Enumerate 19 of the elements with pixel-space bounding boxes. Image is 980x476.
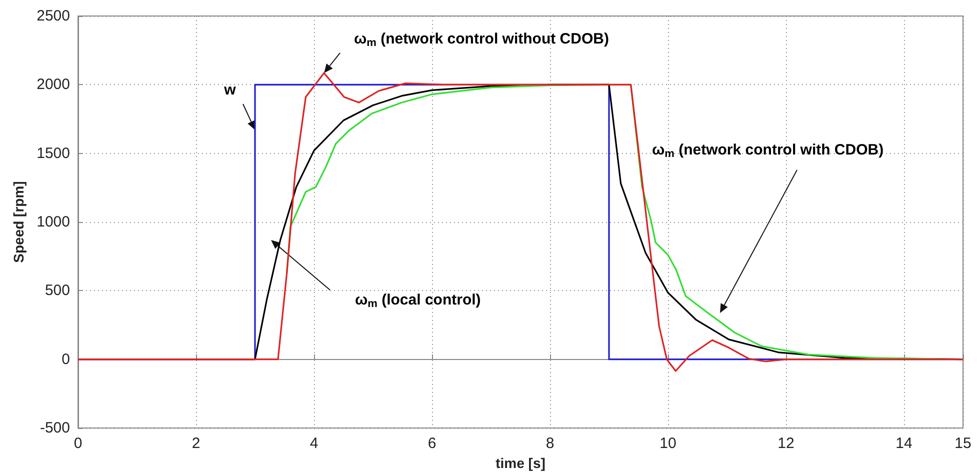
annotation: w: [223, 81, 236, 98]
x-tick-label: 12: [778, 435, 794, 452]
x-tick-label: 2: [192, 435, 200, 452]
y-axis-title: Speed [rpm]: [10, 181, 27, 263]
x-tick-label: 10: [660, 435, 676, 452]
x-tick-label: 0: [74, 435, 82, 452]
y-tick-label: 1500: [36, 144, 70, 162]
x-tick-label: 8: [546, 435, 554, 452]
x-tick-label: 15: [954, 435, 972, 452]
x-tick-label: 6: [428, 435, 436, 452]
y-tick-label: 1000: [36, 214, 70, 230]
x-tick-label: 4: [310, 435, 318, 452]
x-axis-title: time [s]: [496, 454, 546, 471]
y-tick-label: 2000: [36, 76, 70, 94]
y-tick-label: 0: [62, 350, 70, 368]
y-tick-label: 500: [44, 282, 70, 300]
y-tick-label: -500: [40, 420, 70, 436]
x-tick-label: 14: [896, 435, 912, 452]
y-tick-label: 2500: [36, 8, 70, 24]
